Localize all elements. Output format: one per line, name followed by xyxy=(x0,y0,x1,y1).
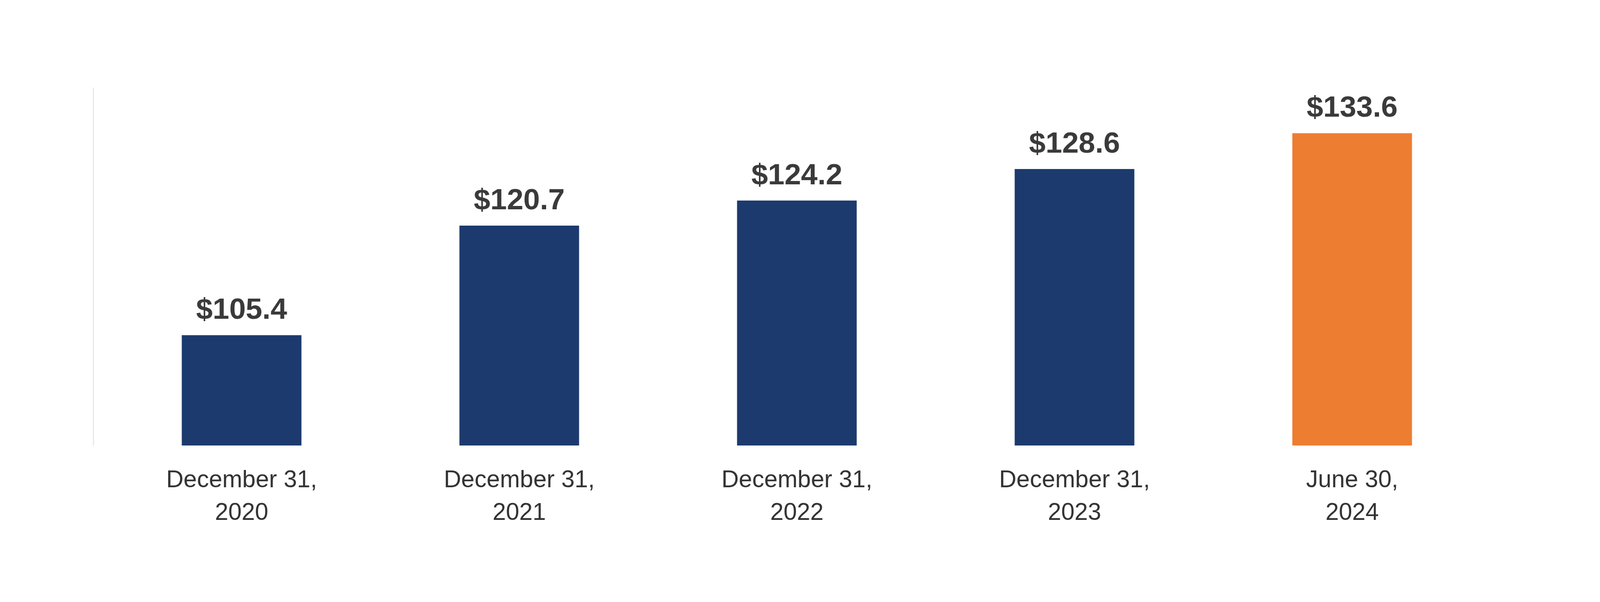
x-tick-label: December 31, 2023 xyxy=(999,465,1150,526)
x-tick-label: December 31, 2020 xyxy=(166,465,318,526)
x-tick-label-line: 2023 xyxy=(1047,498,1101,526)
x-tick: December 31, 2020 xyxy=(166,445,318,526)
x-tick-label: December 31, 2022 xyxy=(721,465,873,526)
data-label: $133.6 xyxy=(1306,89,1398,123)
x-tick: June 30, 2024 xyxy=(1306,445,1399,526)
bar xyxy=(1014,169,1135,446)
bar xyxy=(736,200,857,446)
x-tick: December 31, 2022 xyxy=(721,445,873,526)
bar xyxy=(1292,133,1412,446)
x-tick-label-line: December 31, xyxy=(166,465,318,493)
x-tick-label: December 31, 2021 xyxy=(443,465,595,526)
y-axis-line xyxy=(93,87,95,447)
bar xyxy=(459,225,579,446)
x-tick-label-line: December 31, xyxy=(721,465,873,493)
data-label: $124.2 xyxy=(751,157,843,191)
data-label: $105.4 xyxy=(195,292,288,326)
data-labels: $105.4 $120.7 $124.2 $128.6 $133.6 xyxy=(195,89,1398,326)
x-tick-label-line: 2021 xyxy=(492,498,546,526)
x-tick: December 31, 2021 xyxy=(443,445,595,526)
data-label: $120.7 xyxy=(473,182,565,216)
bars xyxy=(181,133,1412,446)
x-tick-label: June 30, 2024 xyxy=(1306,465,1399,526)
x-tick-label-line: June 30, xyxy=(1306,465,1399,493)
chart: $105.4 $120.7 $124.2 $128.6 $133.6 December 3… xyxy=(0,0,1600,602)
x-tick-label-line: December 31, xyxy=(999,465,1150,493)
bar xyxy=(181,335,302,446)
x-tick-label-line: December 31, xyxy=(443,465,595,493)
x-tick-label-line: 2022 xyxy=(769,498,824,526)
x-tick-label-line: 2020 xyxy=(214,498,269,526)
y-axis xyxy=(93,87,94,447)
data-label: $128.6 xyxy=(1028,125,1121,159)
x-axis: December 31,2020December 31,2021December… xyxy=(166,445,1399,526)
x-tick-label-line: 2024 xyxy=(1325,498,1379,526)
x-tick: December 31, 2023 xyxy=(999,445,1150,526)
